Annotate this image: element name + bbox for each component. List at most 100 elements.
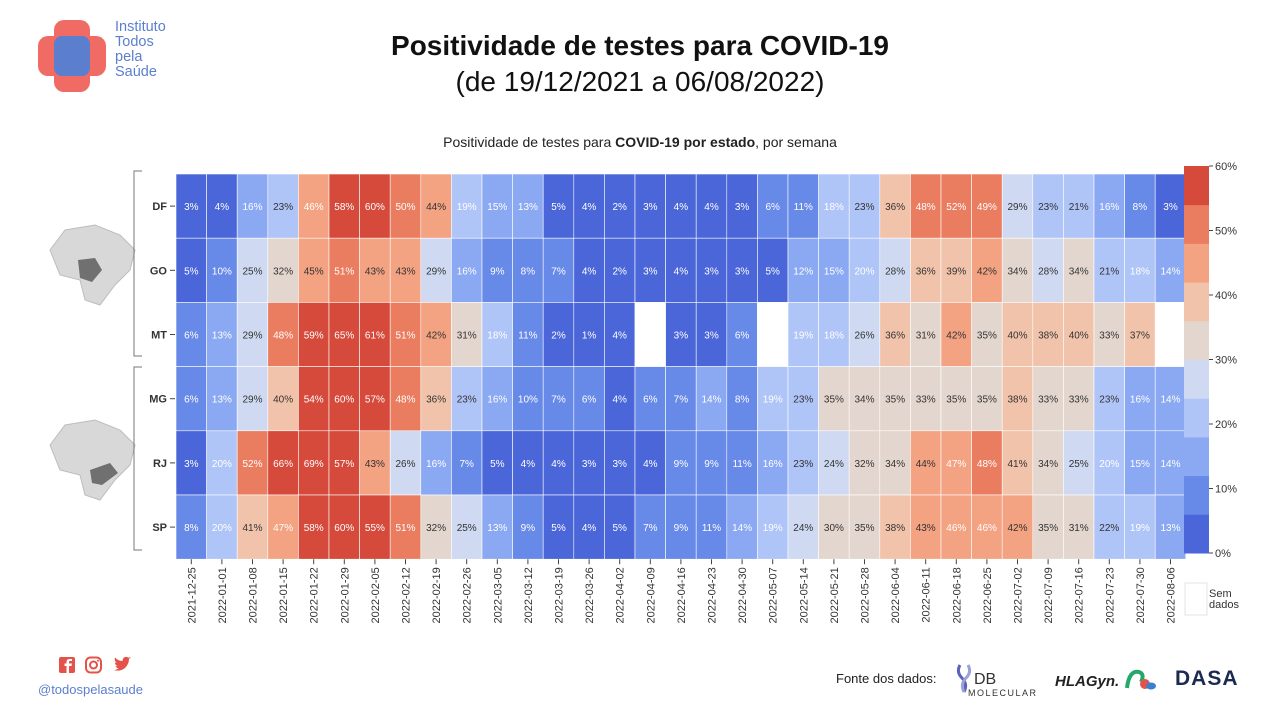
column-label: 2022-01-29 bbox=[339, 567, 351, 623]
page-subtitle: (de 19/12/2021 a 06/08/2022) bbox=[455, 66, 825, 97]
cell-value-label: 4% bbox=[582, 523, 597, 534]
cell-value-label: 23% bbox=[1038, 202, 1058, 213]
heatmap-cell bbox=[267, 494, 299, 560]
region-bracket bbox=[133, 366, 142, 551]
dasa-text: DASA bbox=[1175, 667, 1239, 689]
cell-value-label: 19% bbox=[763, 523, 783, 534]
cell-value-label: 6% bbox=[735, 331, 750, 342]
cell-value-label: 11% bbox=[794, 202, 813, 213]
cell-value-label: 8% bbox=[735, 395, 750, 406]
dasa-logo: DASA bbox=[1175, 667, 1239, 689]
missing-data-swatch bbox=[1184, 582, 1208, 616]
heatmap-cell bbox=[1001, 494, 1034, 560]
cell-value-label: 35% bbox=[946, 395, 966, 406]
instagram-icon[interactable] bbox=[85, 656, 102, 674]
db-sub: Molecular bbox=[968, 688, 1038, 698]
cell-value-label: 9% bbox=[521, 523, 536, 534]
colorbar-segment bbox=[1184, 514, 1209, 554]
facebook-icon[interactable] bbox=[59, 657, 75, 673]
heatmap-cell bbox=[787, 494, 819, 560]
heatmap-cell bbox=[1032, 494, 1064, 560]
cell-value-label: 14% bbox=[701, 395, 721, 406]
cell-value-label: 48% bbox=[395, 395, 415, 406]
cell-value-label: 4% bbox=[215, 202, 230, 213]
cell-value-label: 15% bbox=[824, 266, 844, 277]
cell-value-label: 15% bbox=[1130, 459, 1150, 470]
cell-value-label: 3% bbox=[674, 331, 689, 342]
social-handle[interactable]: @todospelasaude bbox=[38, 682, 143, 697]
heatmap-cell bbox=[665, 366, 697, 432]
cell-value-label: 30% bbox=[824, 523, 844, 534]
cell-value-label: 18% bbox=[487, 331, 507, 342]
column-label: 2022-04-30 bbox=[737, 567, 749, 623]
cell-value-label: 44% bbox=[916, 459, 936, 470]
cell-value-label: 35% bbox=[977, 395, 997, 406]
heatmap-cell bbox=[481, 494, 513, 560]
heatmap-cell bbox=[298, 366, 330, 432]
cell-value-label: 61% bbox=[365, 331, 385, 342]
heatmap-cell bbox=[757, 494, 789, 560]
cell-value-label: 23% bbox=[1099, 395, 1119, 406]
heatmap-cell bbox=[451, 494, 483, 560]
cell-value-label: 3% bbox=[582, 459, 597, 470]
cell-value-label: 23% bbox=[793, 459, 813, 470]
cell-value-label: 58% bbox=[334, 202, 354, 213]
heatmap-cell bbox=[1124, 173, 1156, 239]
heatmap-cell bbox=[910, 430, 942, 496]
column-label: 2022-02-05 bbox=[370, 567, 382, 623]
cell-value-label: 13% bbox=[212, 331, 232, 342]
cell-value-label: 3% bbox=[612, 459, 627, 470]
heatmap-cell bbox=[940, 430, 972, 496]
heatmap-cell bbox=[726, 430, 758, 496]
heatmap-cell bbox=[1093, 302, 1125, 367]
cell-value-label: 32% bbox=[426, 523, 446, 534]
cell-value-label: 58% bbox=[304, 523, 324, 534]
cell-value-label: 24% bbox=[824, 459, 844, 470]
cell-value-label: 8% bbox=[1133, 202, 1148, 213]
heatmap-cell bbox=[573, 173, 605, 239]
heatmap-cell bbox=[573, 302, 605, 367]
column-label: 2022-06-18 bbox=[951, 567, 963, 623]
hla-text: HLAGyn. bbox=[1055, 673, 1119, 690]
heatmap-cell bbox=[665, 302, 697, 367]
cell-value-label: 18% bbox=[1130, 266, 1150, 277]
column-label: 2021-12-25 bbox=[186, 567, 198, 623]
org-line: pela bbox=[115, 49, 143, 65]
heatmap-cell bbox=[940, 366, 972, 432]
cell-value-label: 37% bbox=[1130, 331, 1150, 342]
heatmap-cell bbox=[1001, 173, 1034, 239]
chart-title: Positividade de testes para COVID-19 por… bbox=[300, 134, 980, 150]
cell-value-label: 16% bbox=[426, 459, 446, 470]
cell-value-label: 16% bbox=[1099, 202, 1119, 213]
heatmap-cell bbox=[1001, 302, 1034, 367]
column-label: 2022-07-30 bbox=[1135, 567, 1147, 623]
cell-value-label: 18% bbox=[824, 331, 844, 342]
heatmap-cell bbox=[879, 173, 911, 239]
column-label: 2022-05-28 bbox=[860, 567, 872, 623]
cell-value-label: 35% bbox=[824, 395, 844, 406]
heatmap-cell bbox=[757, 302, 789, 367]
column-label: 2022-04-02 bbox=[615, 567, 627, 623]
heatmap-cell bbox=[328, 366, 360, 432]
heatmap-cell bbox=[298, 494, 330, 560]
heatmap-cell bbox=[757, 366, 789, 432]
column-label: 2022-07-23 bbox=[1104, 567, 1116, 623]
cell-value-label: 26% bbox=[854, 331, 874, 342]
cell-value-label: 60% bbox=[365, 202, 385, 213]
cell-value-label: 57% bbox=[365, 395, 385, 406]
heatmap-cell bbox=[512, 494, 544, 560]
column-label: 2022-03-19 bbox=[554, 567, 566, 623]
heatmap-cell bbox=[1001, 366, 1034, 432]
cell-value-label: 35% bbox=[885, 395, 905, 406]
colorbar-tick-label: 10% bbox=[1215, 484, 1237, 496]
cell-value-label: 5% bbox=[184, 266, 199, 277]
heatmap-cell bbox=[1063, 173, 1095, 239]
heatmap-cell bbox=[1093, 494, 1125, 560]
cell-value-label: 3% bbox=[643, 202, 658, 213]
column-label: 2022-02-12 bbox=[401, 567, 413, 623]
heatmap-cell bbox=[420, 173, 452, 239]
cell-value-label: 3% bbox=[643, 266, 658, 277]
twitter-icon[interactable] bbox=[114, 656, 131, 671]
cell-value-label: 11% bbox=[702, 523, 721, 534]
heatmap-cell bbox=[298, 173, 330, 239]
